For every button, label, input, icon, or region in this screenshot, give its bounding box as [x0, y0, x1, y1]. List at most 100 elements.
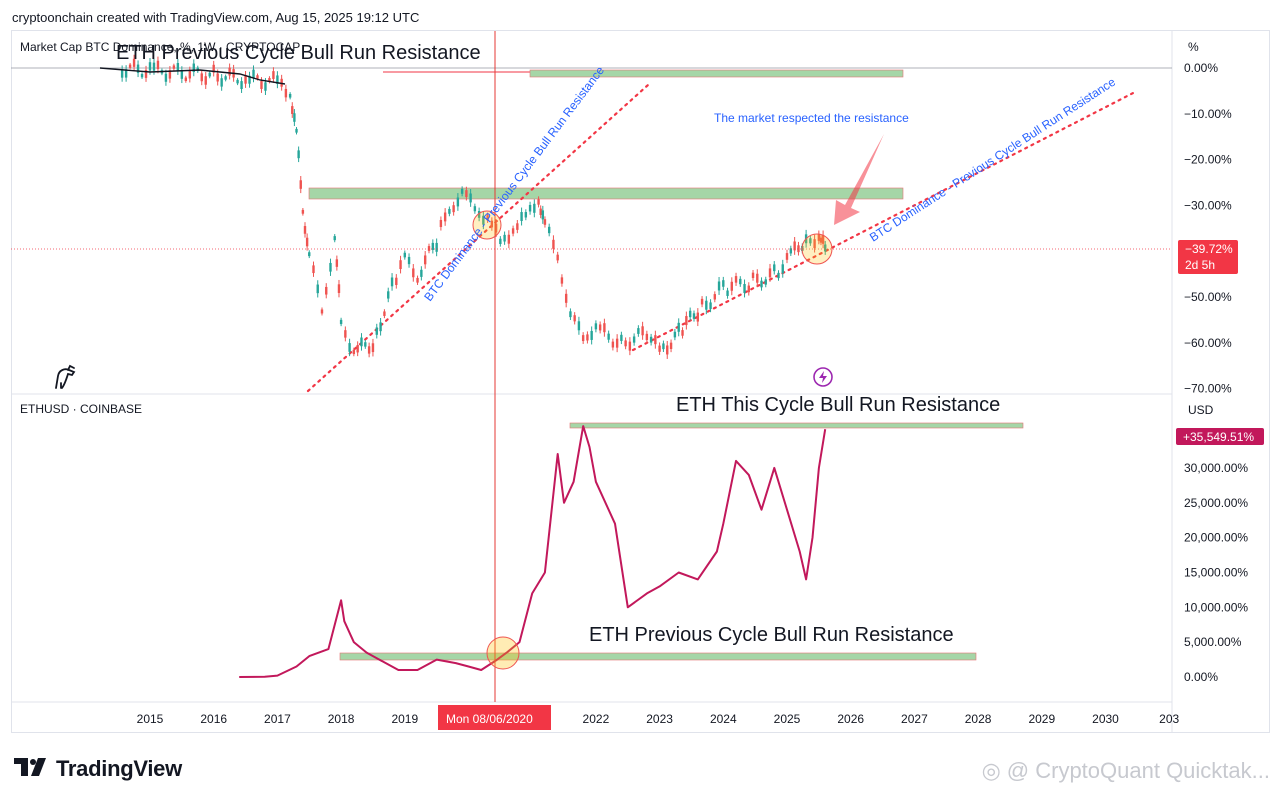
- btc-candle-body: [325, 286, 328, 295]
- btc-candle-body: [427, 246, 431, 251]
- btc-candle-body: [168, 70, 172, 79]
- x-tick-8: 2025: [774, 712, 801, 726]
- btc-candle-body: [200, 73, 203, 82]
- header-credit: cryptoonchain created with TradingView.c…: [12, 10, 420, 25]
- btc-candle-body: [352, 349, 356, 355]
- btc-candle-body: [272, 71, 275, 79]
- btc-candle-body: [573, 315, 576, 322]
- btc-candle-body: [308, 252, 311, 257]
- btc-candle-body: [552, 239, 555, 249]
- btc-candle-body: [152, 62, 156, 71]
- btc-candle-body: [399, 260, 402, 270]
- btc-candle-body: [301, 209, 305, 214]
- btc-candle-body: [387, 291, 390, 299]
- tradingview-logo-icon: [14, 758, 46, 776]
- btc-candle-body: [412, 268, 415, 278]
- bottom-scale-button[interactable]: USD: [1178, 399, 1268, 423]
- x-tick-9: 2026: [837, 712, 864, 726]
- btc-candle-body: [204, 76, 207, 85]
- btc-candle-body: [260, 81, 263, 89]
- btc-candle-body: [516, 223, 519, 230]
- top-symbol-label: Market Cap BTC Dominance, %, 1W · CRYPTO…: [20, 40, 300, 54]
- btc-candle-body: [482, 215, 485, 225]
- btc-candle-body: [713, 294, 717, 300]
- btc-candle-body: [252, 69, 255, 79]
- btc-candle-body: [448, 208, 451, 214]
- btc-candle-body: [768, 268, 772, 278]
- btc-candle-body: [284, 88, 288, 98]
- btc-last-value-timer: 2d 5h: [1185, 258, 1215, 272]
- btc-candle-body: [360, 337, 363, 347]
- btc-candle-body: [624, 340, 627, 347]
- btc-candle-body: [291, 106, 294, 114]
- x-tick-10: 2027: [901, 712, 928, 726]
- watermark-text: @ CryptoQuant Quicktak...: [1006, 758, 1270, 783]
- btc-candle-body: [124, 69, 128, 78]
- btc-candle-body: [494, 223, 498, 233]
- btc-candle-body: [276, 75, 279, 84]
- highlight-circle-eth-2020: [486, 636, 520, 670]
- btc-candle-body: [615, 338, 619, 348]
- annotation-respected: The market respected the resistance: [714, 111, 909, 125]
- x-tick-14: 203: [1159, 712, 1179, 726]
- x-tick-13: 2030: [1092, 712, 1119, 726]
- btc-candle-body: [764, 279, 767, 285]
- btc-candle-body: [329, 262, 332, 272]
- btc-candle-body: [490, 220, 494, 228]
- watermark: ◎ @ CryptoQuant Quicktak...: [982, 758, 1270, 784]
- btc-candle-body: [751, 272, 755, 279]
- watermark-icon: ◎: [981, 758, 1001, 783]
- btc-candle-body: [692, 313, 696, 319]
- btc-candle-body: [293, 113, 296, 122]
- btc-candle-body: [188, 70, 192, 79]
- btc-candle-body: [196, 67, 199, 72]
- btc-candle-body: [216, 73, 219, 82]
- btc-candle-body: [641, 326, 644, 336]
- btc-candle-body: [288, 93, 292, 98]
- btc-candle-body: [781, 264, 784, 274]
- btc-candle-body: [224, 76, 227, 80]
- btc-candle-body: [821, 234, 825, 244]
- btc-candle-body: [543, 219, 547, 225]
- btc-candle-body: [140, 74, 144, 78]
- btc-candle-body: [379, 322, 382, 332]
- btc-candle-body: [236, 79, 239, 84]
- dinosaur-icon: [55, 364, 76, 389]
- btc-candle-body: [649, 336, 653, 343]
- x-tick-6: 2023: [646, 712, 673, 726]
- top-ytick-2: −20.00%: [1184, 153, 1232, 167]
- bottom-ytick-4: 10,000.00%: [1184, 600, 1248, 614]
- btc-candle-body: [628, 341, 632, 351]
- chart-frame[interactable]: [11, 30, 1270, 733]
- eth-resistance-zones: [339, 422, 1024, 661]
- btc-candle-body: [486, 215, 489, 221]
- brand-name: TradingView: [56, 756, 182, 781]
- x-tick-7: 2024: [710, 712, 737, 726]
- bottom-symbol-label: ETHUSD · COINBASE: [20, 402, 142, 416]
- resistance-zone-mid: [308, 187, 904, 200]
- top-ytick-6: −60.00%: [1184, 336, 1232, 350]
- top-price-scale: 0.00%−10.00%−20.00%−30.00%−40.00%−50.00%…: [1184, 61, 1232, 396]
- footer-brand[interactable]: TradingView: [14, 756, 182, 782]
- btc-candle-body: [817, 233, 821, 241]
- lightning-icon[interactable]: [813, 367, 833, 387]
- btc-candle-body: [824, 244, 827, 252]
- btc-candle-body: [743, 283, 746, 293]
- top-scale-button[interactable]: %: [1178, 36, 1268, 60]
- btc-candle-body: [541, 210, 545, 220]
- btc-candle-body: [560, 277, 564, 284]
- highlight-circle-2025: [801, 233, 833, 265]
- btc-candle-body: [356, 345, 359, 353]
- btc-candle-body: [777, 272, 780, 279]
- btc-candle-body: [295, 128, 298, 133]
- btc-last-value: −39.72%: [1185, 242, 1233, 256]
- btc-candle-body: [730, 281, 733, 291]
- btc-candle-body: [637, 328, 640, 334]
- btc-candle-body: [511, 228, 515, 234]
- btc-candle-body: [705, 300, 708, 310]
- highlight-circle-2020: [472, 210, 502, 240]
- btc-candle-body: [473, 206, 477, 212]
- btc-candle-body: [611, 341, 615, 348]
- btc-last-value-tag: [1178, 240, 1238, 274]
